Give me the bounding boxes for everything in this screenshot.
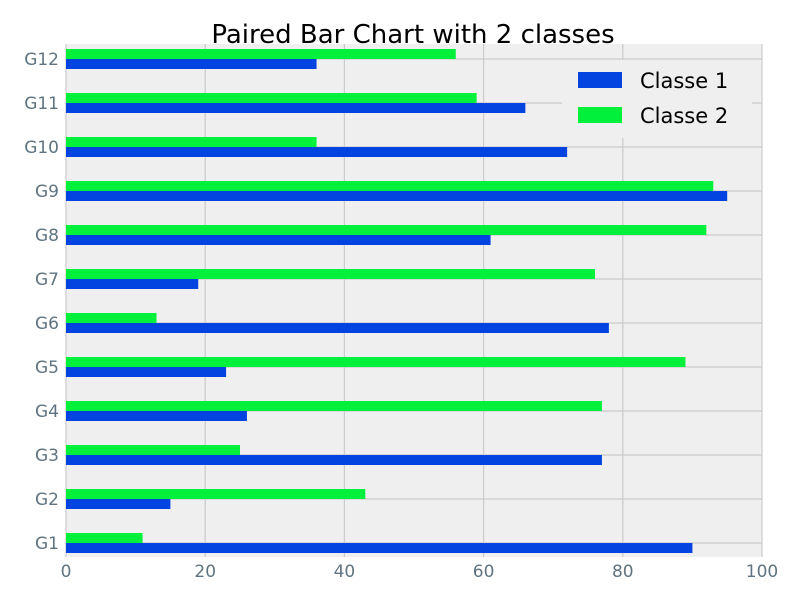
bar-classe-1-g10	[66, 147, 568, 157]
x-tick-label-20: 20	[194, 562, 216, 582]
bar-classe-1-g8	[66, 235, 491, 245]
x-tick-label-40: 40	[334, 562, 356, 582]
x-tick-labels: 0 20 40 60 80 100	[61, 562, 779, 582]
x-tick-label-100: 100	[746, 562, 778, 582]
y-tick-label-G2: G2	[35, 490, 59, 510]
bar-classe-2-g9	[66, 181, 714, 191]
bar-classe-2-g4	[66, 401, 602, 411]
bar-classe-2-g3	[66, 445, 240, 455]
bars	[66, 49, 728, 553]
bar-classe-2-g6	[66, 313, 157, 323]
y-tick-labels: G1 G2 G3 G4 G5 G6 G7 G8 G9 G10 G11 G12	[24, 50, 59, 554]
y-tick-label-G10: G10	[24, 138, 59, 158]
legend-swatch-classe-1	[578, 72, 622, 88]
y-tick-label-G5: G5	[35, 358, 59, 378]
bar-classe-2-g10	[66, 137, 317, 147]
bar-classe-1-g5	[66, 367, 227, 377]
bar-classe-1-g1	[66, 543, 693, 553]
x-tick-label-0: 0	[61, 562, 72, 582]
legend-swatch-classe-2	[578, 107, 622, 123]
bar-classe-2-g11	[66, 93, 477, 103]
bar-classe-1-g2	[66, 499, 171, 509]
bar-classe-1-g9	[66, 191, 728, 201]
bar-classe-2-g12	[66, 49, 456, 59]
bar-classe-1-g11	[66, 103, 526, 113]
y-tick-label-G11: G11	[24, 94, 59, 114]
y-tick-label-G9: G9	[35, 182, 59, 202]
bar-classe-1-g4	[66, 411, 247, 421]
y-tick-label-G7: G7	[35, 270, 59, 290]
y-tick-label-G8: G8	[35, 226, 59, 246]
bar-classe-2-g7	[66, 269, 595, 279]
x-tick-label-60: 60	[473, 562, 495, 582]
bar-classe-1-g7	[66, 279, 199, 289]
y-tick-label-G3: G3	[35, 446, 59, 466]
bar-classe-1-g6	[66, 323, 609, 333]
y-tick-label-G4: G4	[35, 402, 59, 422]
bar-classe-2-g1	[66, 533, 143, 543]
bar-classe-1-g3	[66, 455, 602, 465]
legend-label-classe-1: Classe 1	[640, 69, 728, 93]
y-tick-label-G6: G6	[35, 314, 59, 334]
bar-classe-1-g12	[66, 59, 317, 69]
bar-classe-2-g2	[66, 489, 366, 499]
bar-classe-2-g8	[66, 225, 707, 235]
y-tick-label-G12: G12	[24, 50, 59, 70]
y-tick-label-G1: G1	[35, 534, 59, 554]
legend: Classe 1 Classe 2	[562, 60, 752, 138]
legend-label-classe-2: Classe 2	[640, 104, 728, 128]
bar-classe-2-g5	[66, 357, 686, 367]
x-tick-label-80: 80	[612, 562, 634, 582]
